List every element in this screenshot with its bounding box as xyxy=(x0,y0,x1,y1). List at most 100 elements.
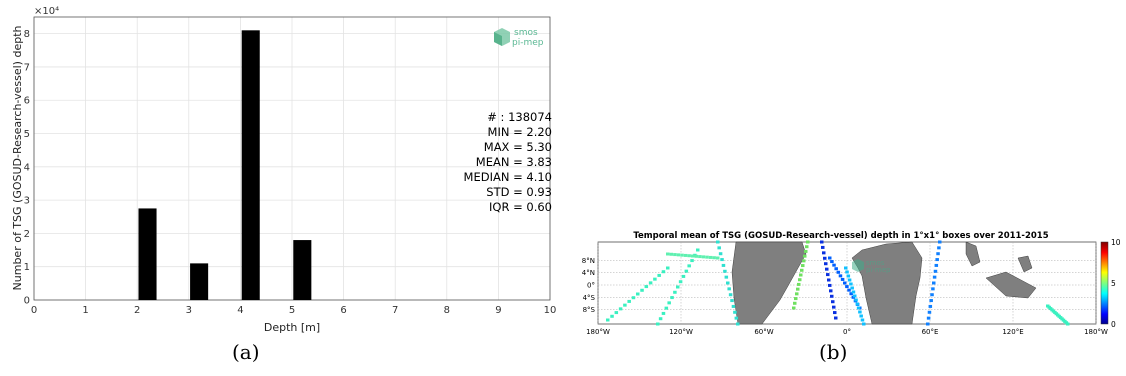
x-tick-label: 3 xyxy=(186,305,192,316)
data-cell xyxy=(728,293,733,297)
map-y-tick-label: 4°S xyxy=(583,294,596,302)
map-x-tick-label: 120°W xyxy=(669,328,693,336)
histogram-bar xyxy=(241,30,260,300)
data-cell xyxy=(933,269,938,273)
x-tick-label: 4 xyxy=(237,305,243,316)
data-cell xyxy=(926,322,930,326)
statistics-box: # : 138074 MIN = 2.20 MAX = 5.30 MEAN = 3.8… xyxy=(420,110,552,215)
data-cell xyxy=(849,282,853,286)
data-cell xyxy=(937,246,941,250)
map-x-tick-labels: 180°W 120°W 60°W 0° 60°E 120°E 180°W xyxy=(586,328,1108,336)
data-cell xyxy=(801,264,805,268)
data-cell xyxy=(623,303,627,307)
data-cell xyxy=(832,305,836,309)
data-cell xyxy=(684,269,689,273)
data-cell xyxy=(716,256,720,260)
data-cell xyxy=(721,263,726,267)
data-cell xyxy=(666,266,670,270)
map-logo-cube-icon xyxy=(852,259,864,272)
data-cell xyxy=(845,285,849,289)
logo-line1: smos xyxy=(514,28,538,38)
data-cell xyxy=(792,306,796,310)
data-cell xyxy=(834,316,838,320)
data-cell xyxy=(793,301,797,305)
data-cell xyxy=(847,288,851,292)
map-y-tick-label: 8°N xyxy=(582,257,595,265)
data-cell xyxy=(727,287,731,291)
x-tick-label: 7 xyxy=(392,305,398,316)
histogram-bar xyxy=(190,263,209,300)
y-tick-label: 1 xyxy=(24,262,30,273)
data-cell xyxy=(850,286,854,290)
data-cell xyxy=(822,251,826,255)
data-cell xyxy=(854,298,858,302)
y-axis-label: Number of TSG (GOSUD-Research-vessel) de… xyxy=(11,25,24,290)
y-multiplier-label: ×10⁴ xyxy=(34,6,59,17)
data-cell xyxy=(846,274,851,278)
data-cell xyxy=(827,278,831,282)
data-cell xyxy=(935,258,939,262)
data-cell xyxy=(800,268,804,272)
data-cell xyxy=(690,259,694,263)
y-tick-labels: 0 1 2 3 4 5 6 7 8 xyxy=(24,29,30,306)
histogram-bar xyxy=(138,208,157,300)
x-tick-label: 9 xyxy=(495,305,501,316)
data-cell xyxy=(658,317,663,321)
data-cell xyxy=(661,311,666,315)
y-tick-label: 7 xyxy=(24,62,30,73)
data-cell xyxy=(636,292,640,296)
y-tick-label: 4 xyxy=(24,162,30,173)
data-cell xyxy=(653,277,657,281)
data-cell xyxy=(798,278,802,282)
colorbar-label-mid: 5 xyxy=(1111,279,1116,288)
data-cell xyxy=(929,299,933,303)
data-cell xyxy=(860,318,865,322)
data-cell xyxy=(823,256,827,260)
data-cell xyxy=(938,240,942,244)
data-cell xyxy=(830,260,834,264)
data-cell xyxy=(834,267,838,271)
data-cell xyxy=(851,290,856,294)
data-cell xyxy=(669,252,674,256)
data-cell xyxy=(858,310,862,314)
data-cell xyxy=(831,300,835,304)
data-cell xyxy=(1066,322,1070,326)
data-cell xyxy=(691,254,695,258)
data-cell xyxy=(644,285,649,289)
data-cell xyxy=(931,287,935,291)
stat-line: MIN = 2.20 xyxy=(487,125,552,139)
data-cell xyxy=(859,314,863,318)
plot-frame xyxy=(33,16,551,301)
data-cell xyxy=(856,306,861,310)
data-cell xyxy=(717,246,721,250)
data-cell xyxy=(844,266,848,270)
data-cell xyxy=(724,275,729,279)
data-cell xyxy=(656,322,660,326)
stat-line: IQR = 0.60 xyxy=(489,200,552,214)
data-cell xyxy=(794,297,798,301)
data-cell xyxy=(712,256,716,260)
data-cell xyxy=(673,290,677,294)
data-cell xyxy=(726,281,730,285)
data-cell xyxy=(687,254,691,258)
map-x-tick-label: 60°E xyxy=(922,328,939,336)
x-tick-label: 1 xyxy=(82,305,88,316)
data-cell xyxy=(820,240,824,244)
data-cell xyxy=(618,307,623,311)
histogram-bar xyxy=(293,240,312,300)
map-logo: smos pi-mep xyxy=(852,259,891,274)
data-cell xyxy=(670,296,674,300)
data-cell xyxy=(723,269,727,273)
data-cell xyxy=(796,287,800,291)
data-cell xyxy=(631,296,636,300)
data-cell xyxy=(606,318,610,322)
data-cell xyxy=(805,245,809,249)
colorbar-label-min: 0 xyxy=(1111,320,1116,329)
data-cell xyxy=(806,240,810,244)
data-cell xyxy=(730,299,734,303)
stat-line: MEAN = 3.83 xyxy=(475,155,552,169)
data-cell xyxy=(838,274,843,278)
map-x-tick-label: 180°W xyxy=(586,328,610,336)
data-cell xyxy=(657,273,661,277)
data-cell xyxy=(687,264,691,268)
